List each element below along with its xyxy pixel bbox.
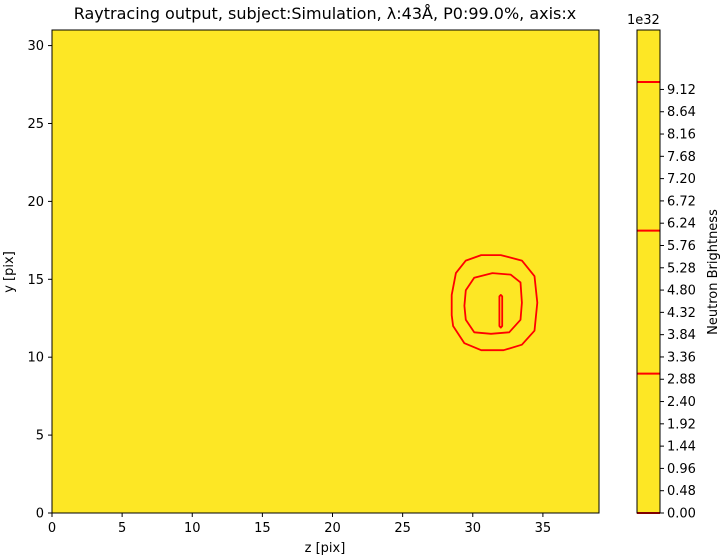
- colorbar-tick-label: 1.92: [667, 417, 696, 432]
- x-tick-label: 0: [48, 521, 56, 536]
- colorbar-tick-label: 3.36: [667, 350, 696, 365]
- x-tick-label: 35: [535, 521, 552, 536]
- colorbar-tick-label: 2.88: [667, 373, 696, 388]
- y-tick-label: 10: [27, 351, 44, 366]
- y-tick-label: 0: [36, 507, 44, 522]
- colorbar-tick-label: 8.16: [667, 128, 696, 143]
- contour-layer: [450, 254, 539, 352]
- contour-line-2: [463, 272, 523, 335]
- x-tick-label: 25: [394, 521, 411, 536]
- colorbar-tick-label: 2.40: [667, 395, 696, 410]
- contour-line-1: [450, 254, 539, 352]
- colorbar-tick-label: 8.64: [667, 105, 696, 120]
- y-axis-ticks: 0 5 10 15 20 25 30: [27, 39, 52, 522]
- x-tick-label: 15: [254, 521, 271, 536]
- y-tick-label: 30: [27, 39, 44, 54]
- x-tick-label: 10: [184, 521, 201, 536]
- colorbar-label: Neutron Brightness: [706, 209, 721, 335]
- colorbar-offset-text: 1e32: [627, 13, 660, 28]
- y-axis-label: y [pix]: [2, 251, 17, 293]
- colorbar: [637, 30, 660, 513]
- x-tick-label: 5: [118, 521, 126, 536]
- colorbar-ticks: 0.00 0.48 0.96 1.44 1.92 2.40 2.88 3.36 3.84 4.32…: [660, 83, 696, 522]
- colorbar-tick-label: 9.12: [667, 83, 696, 98]
- x-axis-ticks: 0 5 10 15 20 25 30 35: [48, 513, 551, 536]
- colorbar-tick-label: 5.28: [667, 261, 696, 276]
- colorbar-tick-label: 7.68: [667, 150, 696, 165]
- x-axis-label: z [pix]: [305, 541, 346, 556]
- y-tick-label: 15: [27, 273, 44, 288]
- y-tick-label: 5: [36, 429, 44, 444]
- colorbar-tick-label: 5.76: [667, 239, 696, 254]
- x-tick-label: 30: [464, 521, 481, 536]
- colorbar-tick-label: 6.72: [667, 194, 696, 209]
- x-tick-label: 20: [324, 521, 341, 536]
- plot-area: [52, 30, 599, 513]
- colorbar-tick-label: 0.00: [667, 507, 696, 522]
- colorbar-tick-label: 4.32: [667, 306, 696, 321]
- colorbar-tick-label: 3.84: [667, 328, 696, 343]
- colorbar-tick-label: 7.20: [667, 172, 696, 187]
- contour-line-3: [498, 293, 504, 329]
- colorbar-tick-label: 6.24: [667, 217, 696, 232]
- colorbar-tick-label: 0.96: [667, 462, 696, 477]
- chart-title: Raytracing output, subject:Simulation, λ…: [74, 4, 577, 23]
- plot-frame: [51, 29, 600, 514]
- colorbar-tick-label: 1.44: [667, 440, 696, 455]
- colorbar-tick-label: 4.80: [667, 284, 696, 299]
- y-tick-label: 20: [27, 195, 44, 210]
- colorbar-frame: [636, 29, 661, 514]
- colorbar-tick-label: 0.48: [667, 484, 696, 499]
- y-tick-label: 25: [27, 117, 44, 132]
